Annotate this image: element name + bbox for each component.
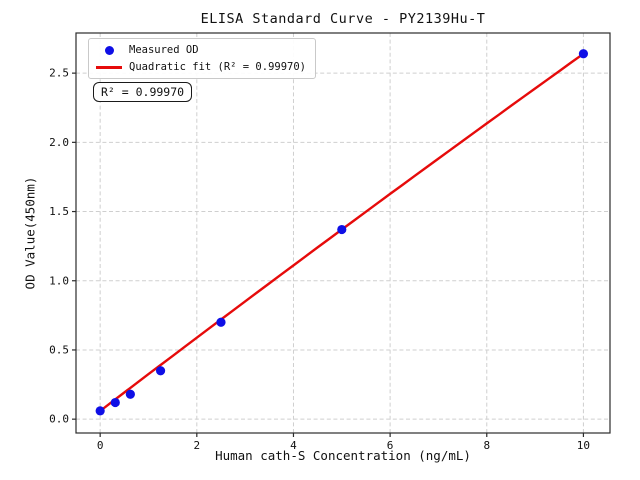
plot-spines — [75, 32, 611, 434]
quadratic-fit-line-icon — [96, 65, 122, 69]
y-tick-label: 2.0 — [49, 136, 69, 149]
chart-title: ELISA Standard Curve - PY2139Hu-T — [200, 11, 486, 27]
r-squared-annotation: R² = 0.99970 — [93, 82, 193, 102]
data-point — [155, 366, 166, 376]
legend-item-measured-od: Measured OD — [96, 44, 306, 56]
data-point — [110, 397, 120, 408]
x-tick-label: 8 — [483, 439, 490, 452]
y-tick-label: 1.0 — [49, 274, 69, 287]
data-point — [125, 389, 135, 399]
legend-label-measured-od: Measured OD — [129, 44, 199, 56]
y-tick-label: 0.0 — [49, 413, 69, 426]
y-axis-label: OD Value(450nm) — [22, 176, 38, 290]
measured-od-dot-icon — [104, 45, 114, 55]
y-tick-label: 2.5 — [49, 67, 69, 80]
data-point — [95, 406, 105, 416]
x-tick-label: 0 — [97, 439, 104, 452]
x-tick-label: 10 — [577, 439, 590, 452]
data-point — [578, 49, 589, 59]
x-axis-label: Human cath-S Concentration (ng/mL) — [215, 448, 471, 463]
legend-label-quadratic-fit: Quadratic fit (R² = 0.99970) — [129, 61, 307, 73]
legend: Measured OD Quadratic fit (R² = 0.99970) — [88, 38, 317, 79]
y-tick-label: 0.5 — [49, 343, 69, 356]
data-point — [337, 224, 347, 235]
data-point — [216, 317, 226, 327]
x-tick-label: 2 — [194, 439, 201, 452]
legend-item-quadratic-fit: Quadratic fit (R² = 0.99970) — [96, 61, 306, 73]
x-tick-label: 4 — [290, 439, 297, 452]
legend-handle-fit — [96, 65, 122, 69]
x-tick-label: 6 — [387, 439, 394, 452]
legend-handle-measured — [96, 45, 122, 55]
y-tick-label: 1.5 — [49, 205, 69, 218]
